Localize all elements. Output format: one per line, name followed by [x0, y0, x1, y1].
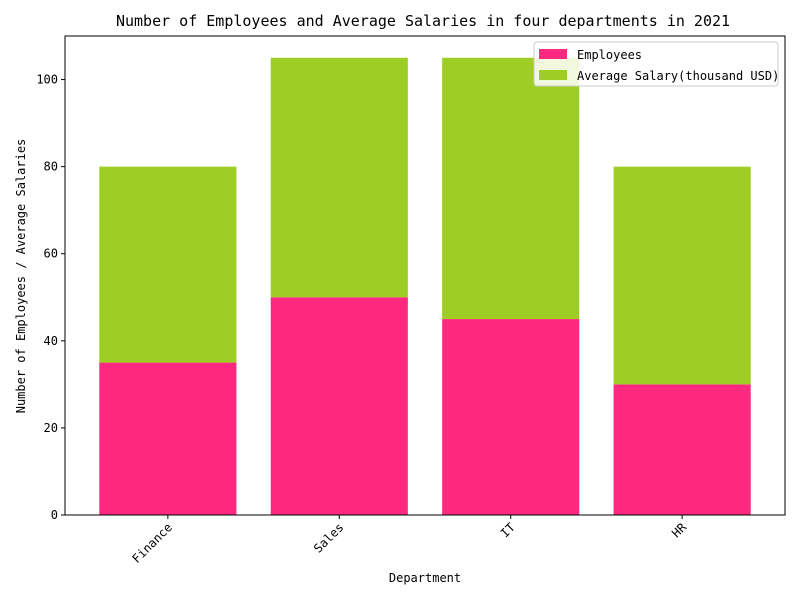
bar-hr-employees [613, 384, 751, 515]
x-tick-label-finance: Finance [129, 520, 175, 566]
bar-hr-average-salary [613, 166, 751, 385]
x-tick-label-hr: HR [669, 520, 690, 541]
bar-finance-average-salary [99, 166, 237, 363]
y-tick-label: 20 [44, 421, 58, 435]
x-axis: Finance Sales IT HR [129, 515, 690, 566]
y-tick-label: 80 [44, 160, 58, 174]
plot-frame [64, 35, 786, 516]
x-tick-label-sales: Sales [311, 520, 346, 555]
bars-group [99, 57, 751, 515]
bar-sales-employees [270, 297, 408, 515]
y-tick-label: 100 [36, 73, 58, 87]
legend-box [533, 41, 779, 87]
x-tick-label-it: IT [498, 520, 518, 540]
legend-label-average-salary: Average Salary(thousand USD) [577, 69, 779, 83]
y-tick-label: 40 [44, 334, 58, 348]
bar-it-average-salary [442, 57, 580, 320]
x-axis-label: Department [389, 571, 461, 585]
bar-it-employees [442, 319, 580, 515]
chart-title: Number of Employees and Average Salaries… [116, 12, 730, 30]
bar-finance-employees [99, 362, 237, 515]
y-axis: 0 20 40 60 80 100 [36, 73, 65, 522]
legend: Employees Average Salary(thousand USD) [533, 41, 779, 87]
y-tick-label: 60 [44, 247, 58, 261]
y-axis-label: Number of Employees / Average Salaries [14, 139, 28, 414]
legend-swatch-employees [539, 49, 567, 59]
y-tick-label: 0 [51, 508, 58, 522]
bar-sales-average-salary [270, 57, 408, 298]
legend-swatch-average-salary [539, 70, 567, 80]
legend-label-employees: Employees [577, 48, 642, 62]
